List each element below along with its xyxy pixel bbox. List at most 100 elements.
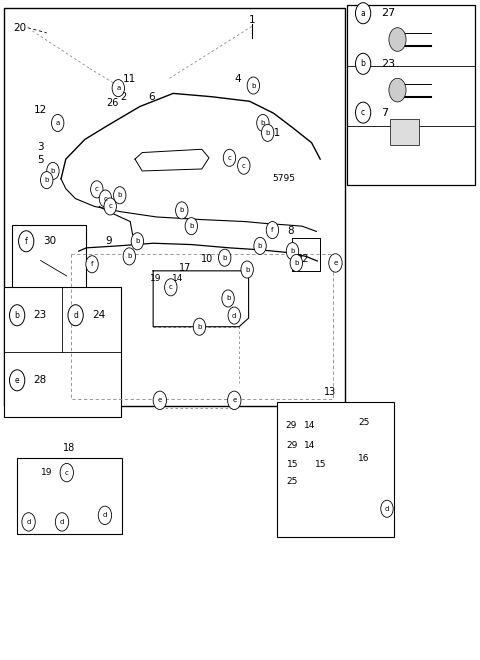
Text: b: b: [265, 130, 270, 136]
Text: d: d: [60, 519, 64, 525]
Circle shape: [228, 307, 240, 324]
Text: 5795: 5795: [273, 174, 296, 183]
Text: c: c: [169, 284, 173, 290]
Text: c: c: [361, 108, 365, 117]
Circle shape: [254, 238, 266, 254]
Text: 19: 19: [40, 468, 52, 477]
Circle shape: [223, 149, 236, 166]
Text: b: b: [290, 248, 295, 254]
Circle shape: [356, 53, 371, 75]
Text: 22: 22: [296, 254, 309, 264]
Circle shape: [193, 318, 205, 335]
Text: b: b: [226, 296, 230, 302]
Text: 10: 10: [201, 254, 213, 264]
Text: b: b: [261, 120, 265, 126]
Text: b: b: [245, 267, 249, 273]
Circle shape: [112, 80, 124, 96]
Text: 25: 25: [287, 477, 298, 486]
Circle shape: [98, 506, 112, 525]
Text: 30: 30: [43, 236, 56, 246]
Text: a: a: [116, 85, 120, 91]
Text: 12: 12: [34, 105, 47, 115]
Text: e: e: [15, 376, 20, 385]
Text: f: f: [25, 237, 27, 246]
Circle shape: [165, 279, 177, 296]
Text: 29: 29: [287, 440, 298, 449]
Text: 27: 27: [381, 8, 395, 18]
Circle shape: [247, 77, 260, 94]
Text: a: a: [361, 9, 365, 18]
Circle shape: [389, 79, 406, 102]
Text: 19: 19: [150, 275, 162, 283]
Circle shape: [47, 162, 59, 180]
Text: 15: 15: [287, 460, 298, 469]
Circle shape: [290, 254, 302, 271]
Circle shape: [131, 233, 144, 250]
Circle shape: [257, 114, 269, 131]
Text: 20: 20: [13, 22, 26, 33]
Circle shape: [86, 255, 98, 273]
Text: 11: 11: [123, 74, 136, 84]
Bar: [390, 119, 419, 145]
Text: c: c: [228, 155, 231, 161]
Text: 14: 14: [172, 275, 184, 283]
Circle shape: [228, 391, 241, 409]
Circle shape: [40, 172, 53, 189]
Circle shape: [176, 202, 188, 219]
Text: f: f: [91, 261, 93, 267]
Circle shape: [238, 157, 250, 174]
Text: d: d: [73, 311, 78, 319]
Circle shape: [329, 253, 342, 272]
Text: b: b: [15, 311, 20, 319]
Text: 29: 29: [285, 421, 297, 430]
Text: b: b: [118, 192, 122, 198]
Circle shape: [10, 305, 25, 326]
Text: e: e: [333, 260, 337, 266]
Circle shape: [356, 102, 371, 123]
Circle shape: [356, 3, 371, 24]
Text: 14: 14: [304, 440, 316, 449]
Circle shape: [241, 261, 253, 278]
Bar: [4, 286, 120, 416]
Text: 23: 23: [34, 310, 47, 320]
Circle shape: [262, 124, 274, 141]
Text: b: b: [197, 323, 202, 330]
Text: 17: 17: [179, 263, 192, 273]
Text: 4: 4: [234, 74, 241, 84]
Circle shape: [381, 500, 393, 517]
Text: b: b: [45, 177, 49, 183]
Bar: [12, 225, 86, 302]
Text: b: b: [251, 82, 255, 88]
Circle shape: [114, 187, 126, 204]
Text: d: d: [232, 313, 237, 319]
Circle shape: [99, 190, 112, 207]
Text: 26: 26: [107, 98, 119, 108]
Text: 1: 1: [249, 15, 255, 25]
Circle shape: [286, 243, 299, 259]
Text: b: b: [223, 255, 227, 261]
Text: 3: 3: [37, 143, 44, 152]
Text: e: e: [232, 397, 236, 403]
Circle shape: [19, 231, 34, 252]
Text: 25: 25: [359, 418, 370, 426]
Text: b: b: [189, 223, 193, 229]
Text: c: c: [65, 470, 69, 476]
Circle shape: [60, 463, 73, 482]
Circle shape: [218, 249, 231, 266]
Text: 28: 28: [34, 376, 47, 385]
Circle shape: [222, 290, 234, 307]
Circle shape: [266, 222, 279, 239]
Text: 7: 7: [381, 108, 388, 117]
Circle shape: [22, 513, 35, 531]
Text: 21: 21: [268, 128, 281, 138]
Circle shape: [104, 198, 116, 215]
Circle shape: [185, 218, 198, 235]
Circle shape: [10, 370, 25, 391]
Text: 18: 18: [63, 443, 75, 453]
Text: d: d: [103, 512, 107, 518]
Text: b: b: [360, 59, 366, 69]
Bar: [348, 5, 475, 185]
Text: 5: 5: [37, 156, 44, 166]
Text: 15: 15: [315, 460, 327, 469]
Text: b: b: [127, 253, 132, 259]
